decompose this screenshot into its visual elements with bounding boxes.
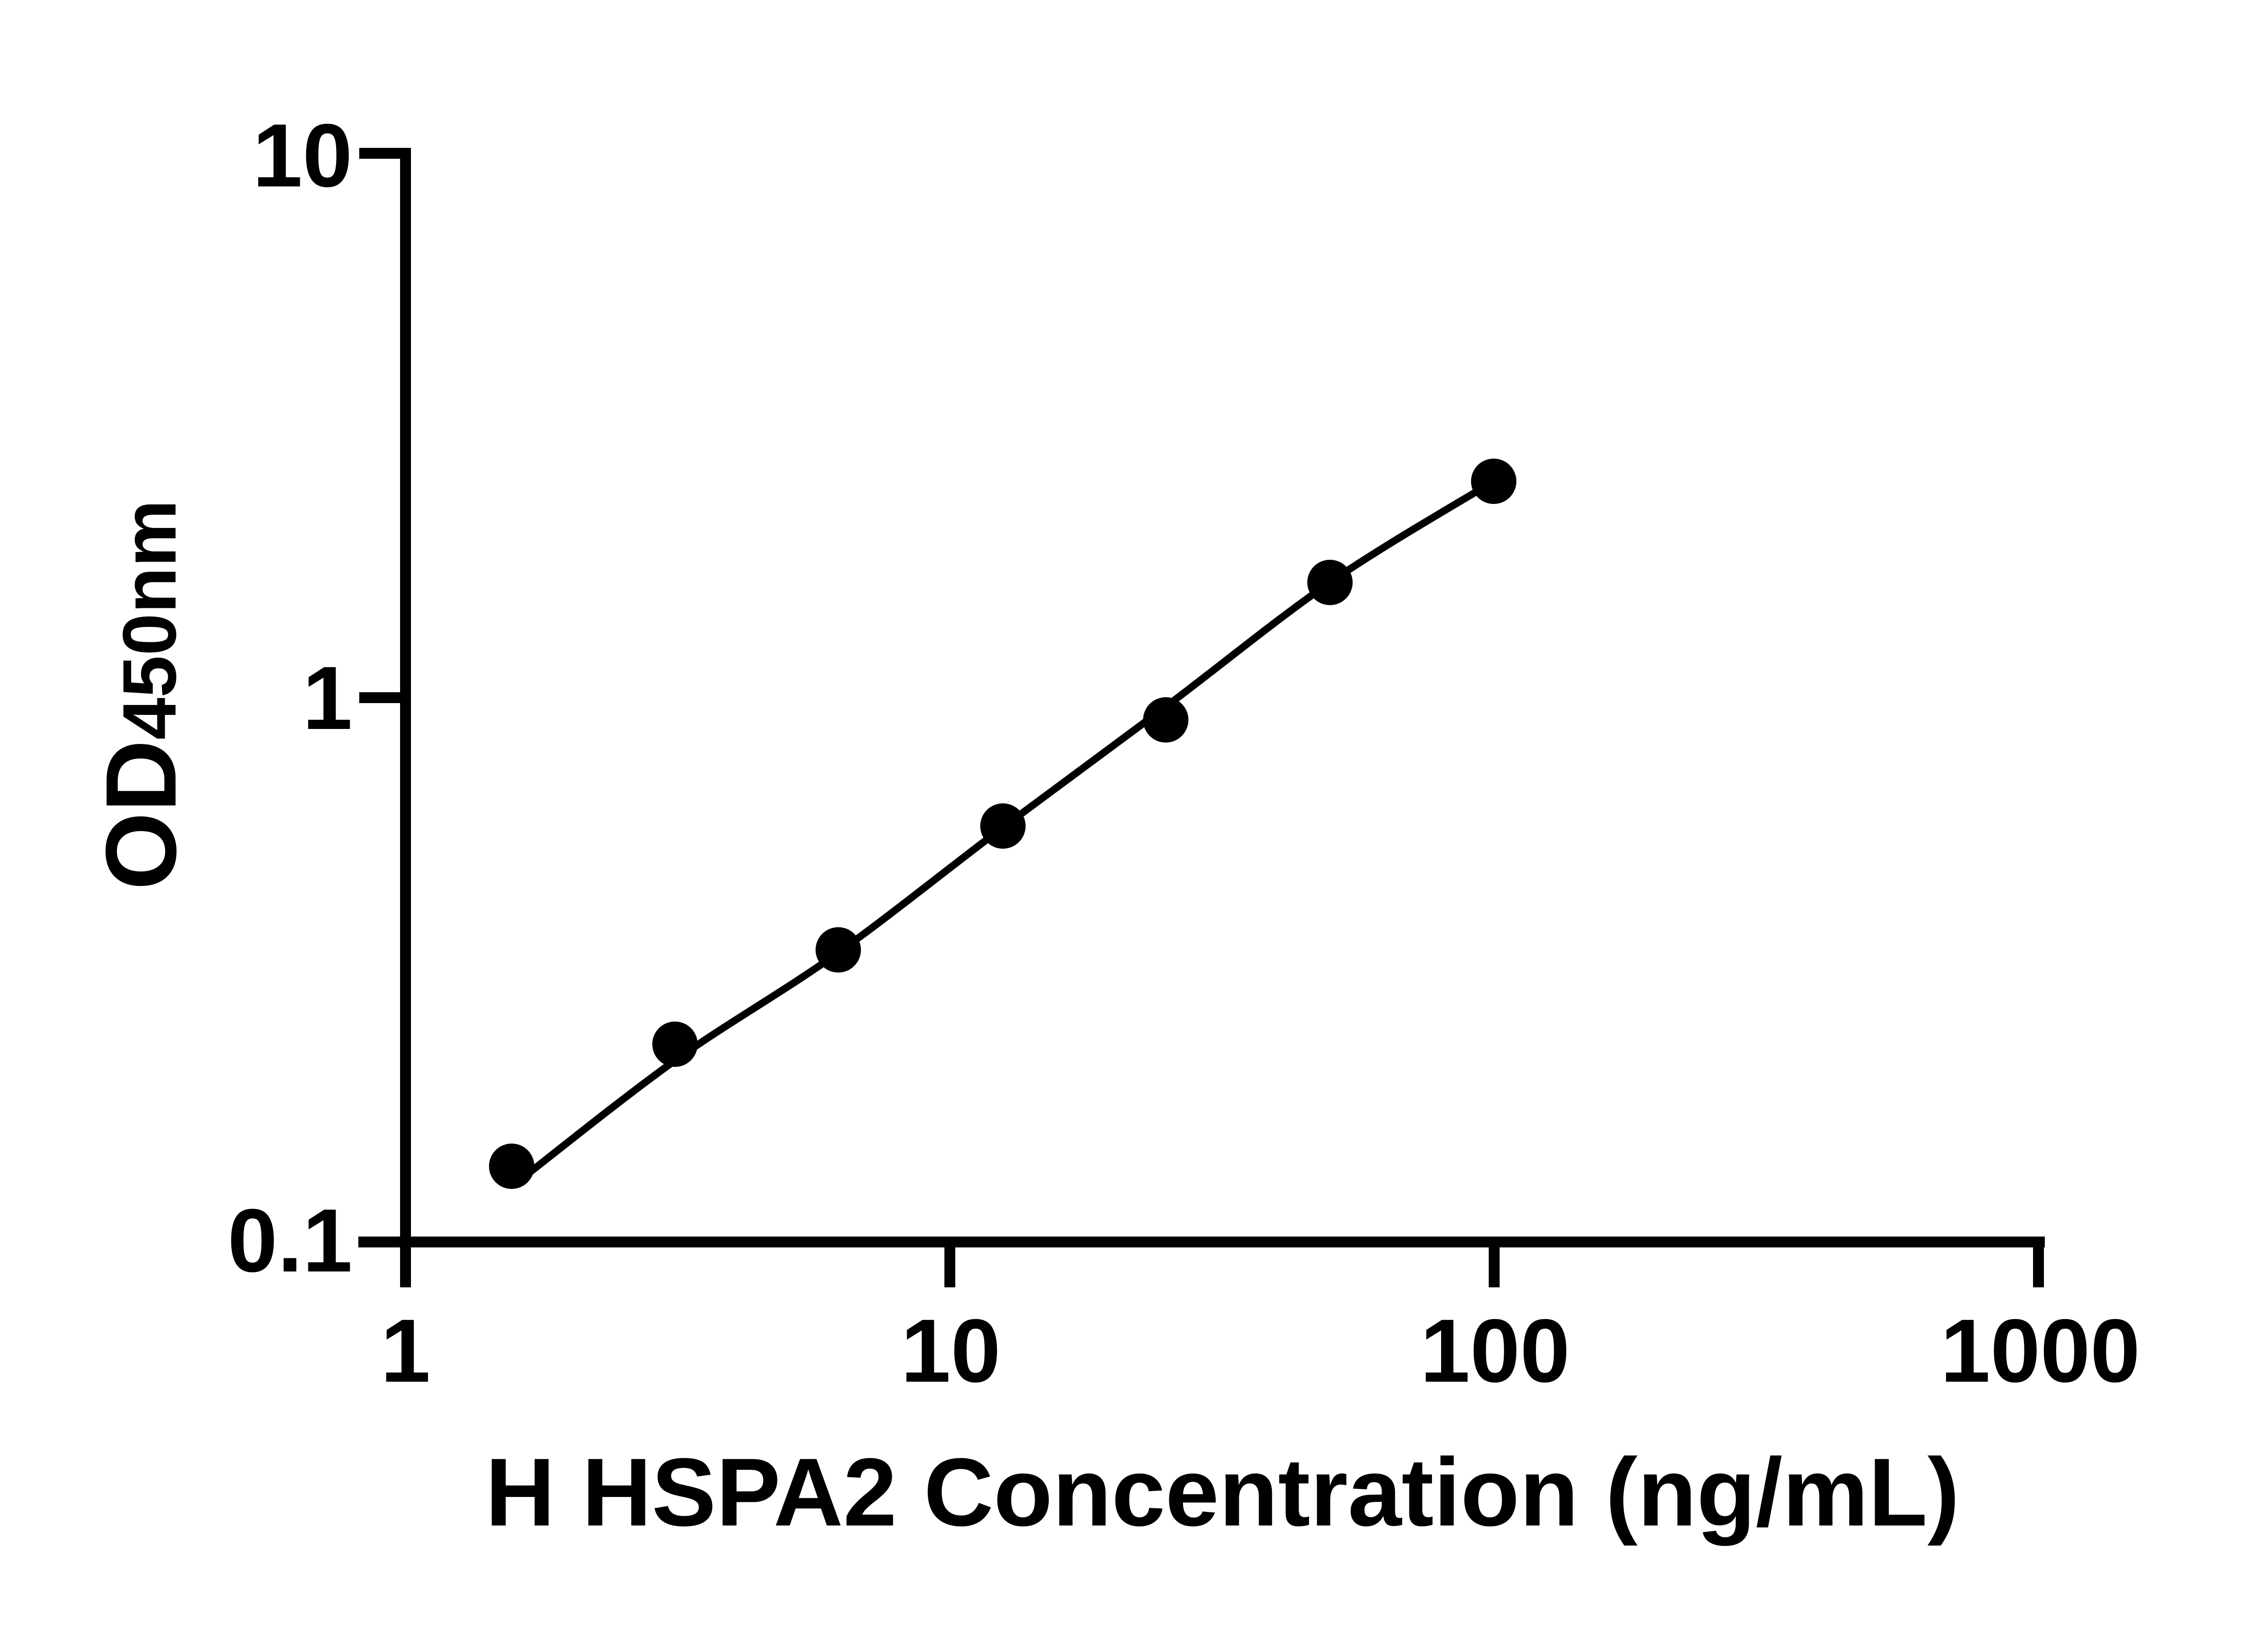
svg-text:1: 1 (381, 1301, 430, 1401)
svg-text:0.1: 0.1 (228, 1190, 352, 1291)
svg-text:OD450nm: OD450nm (85, 500, 197, 890)
svg-text:100: 100 (1420, 1301, 1570, 1401)
svg-text:10: 10 (901, 1301, 1001, 1401)
svg-text:H HSPA2 Concentration (ng/mL): H HSPA2 Concentration (ng/mL) (485, 1438, 1960, 1546)
svg-text:1000: 1000 (1941, 1301, 2140, 1401)
svg-text:10: 10 (253, 105, 352, 205)
svg-text:1: 1 (303, 648, 352, 748)
